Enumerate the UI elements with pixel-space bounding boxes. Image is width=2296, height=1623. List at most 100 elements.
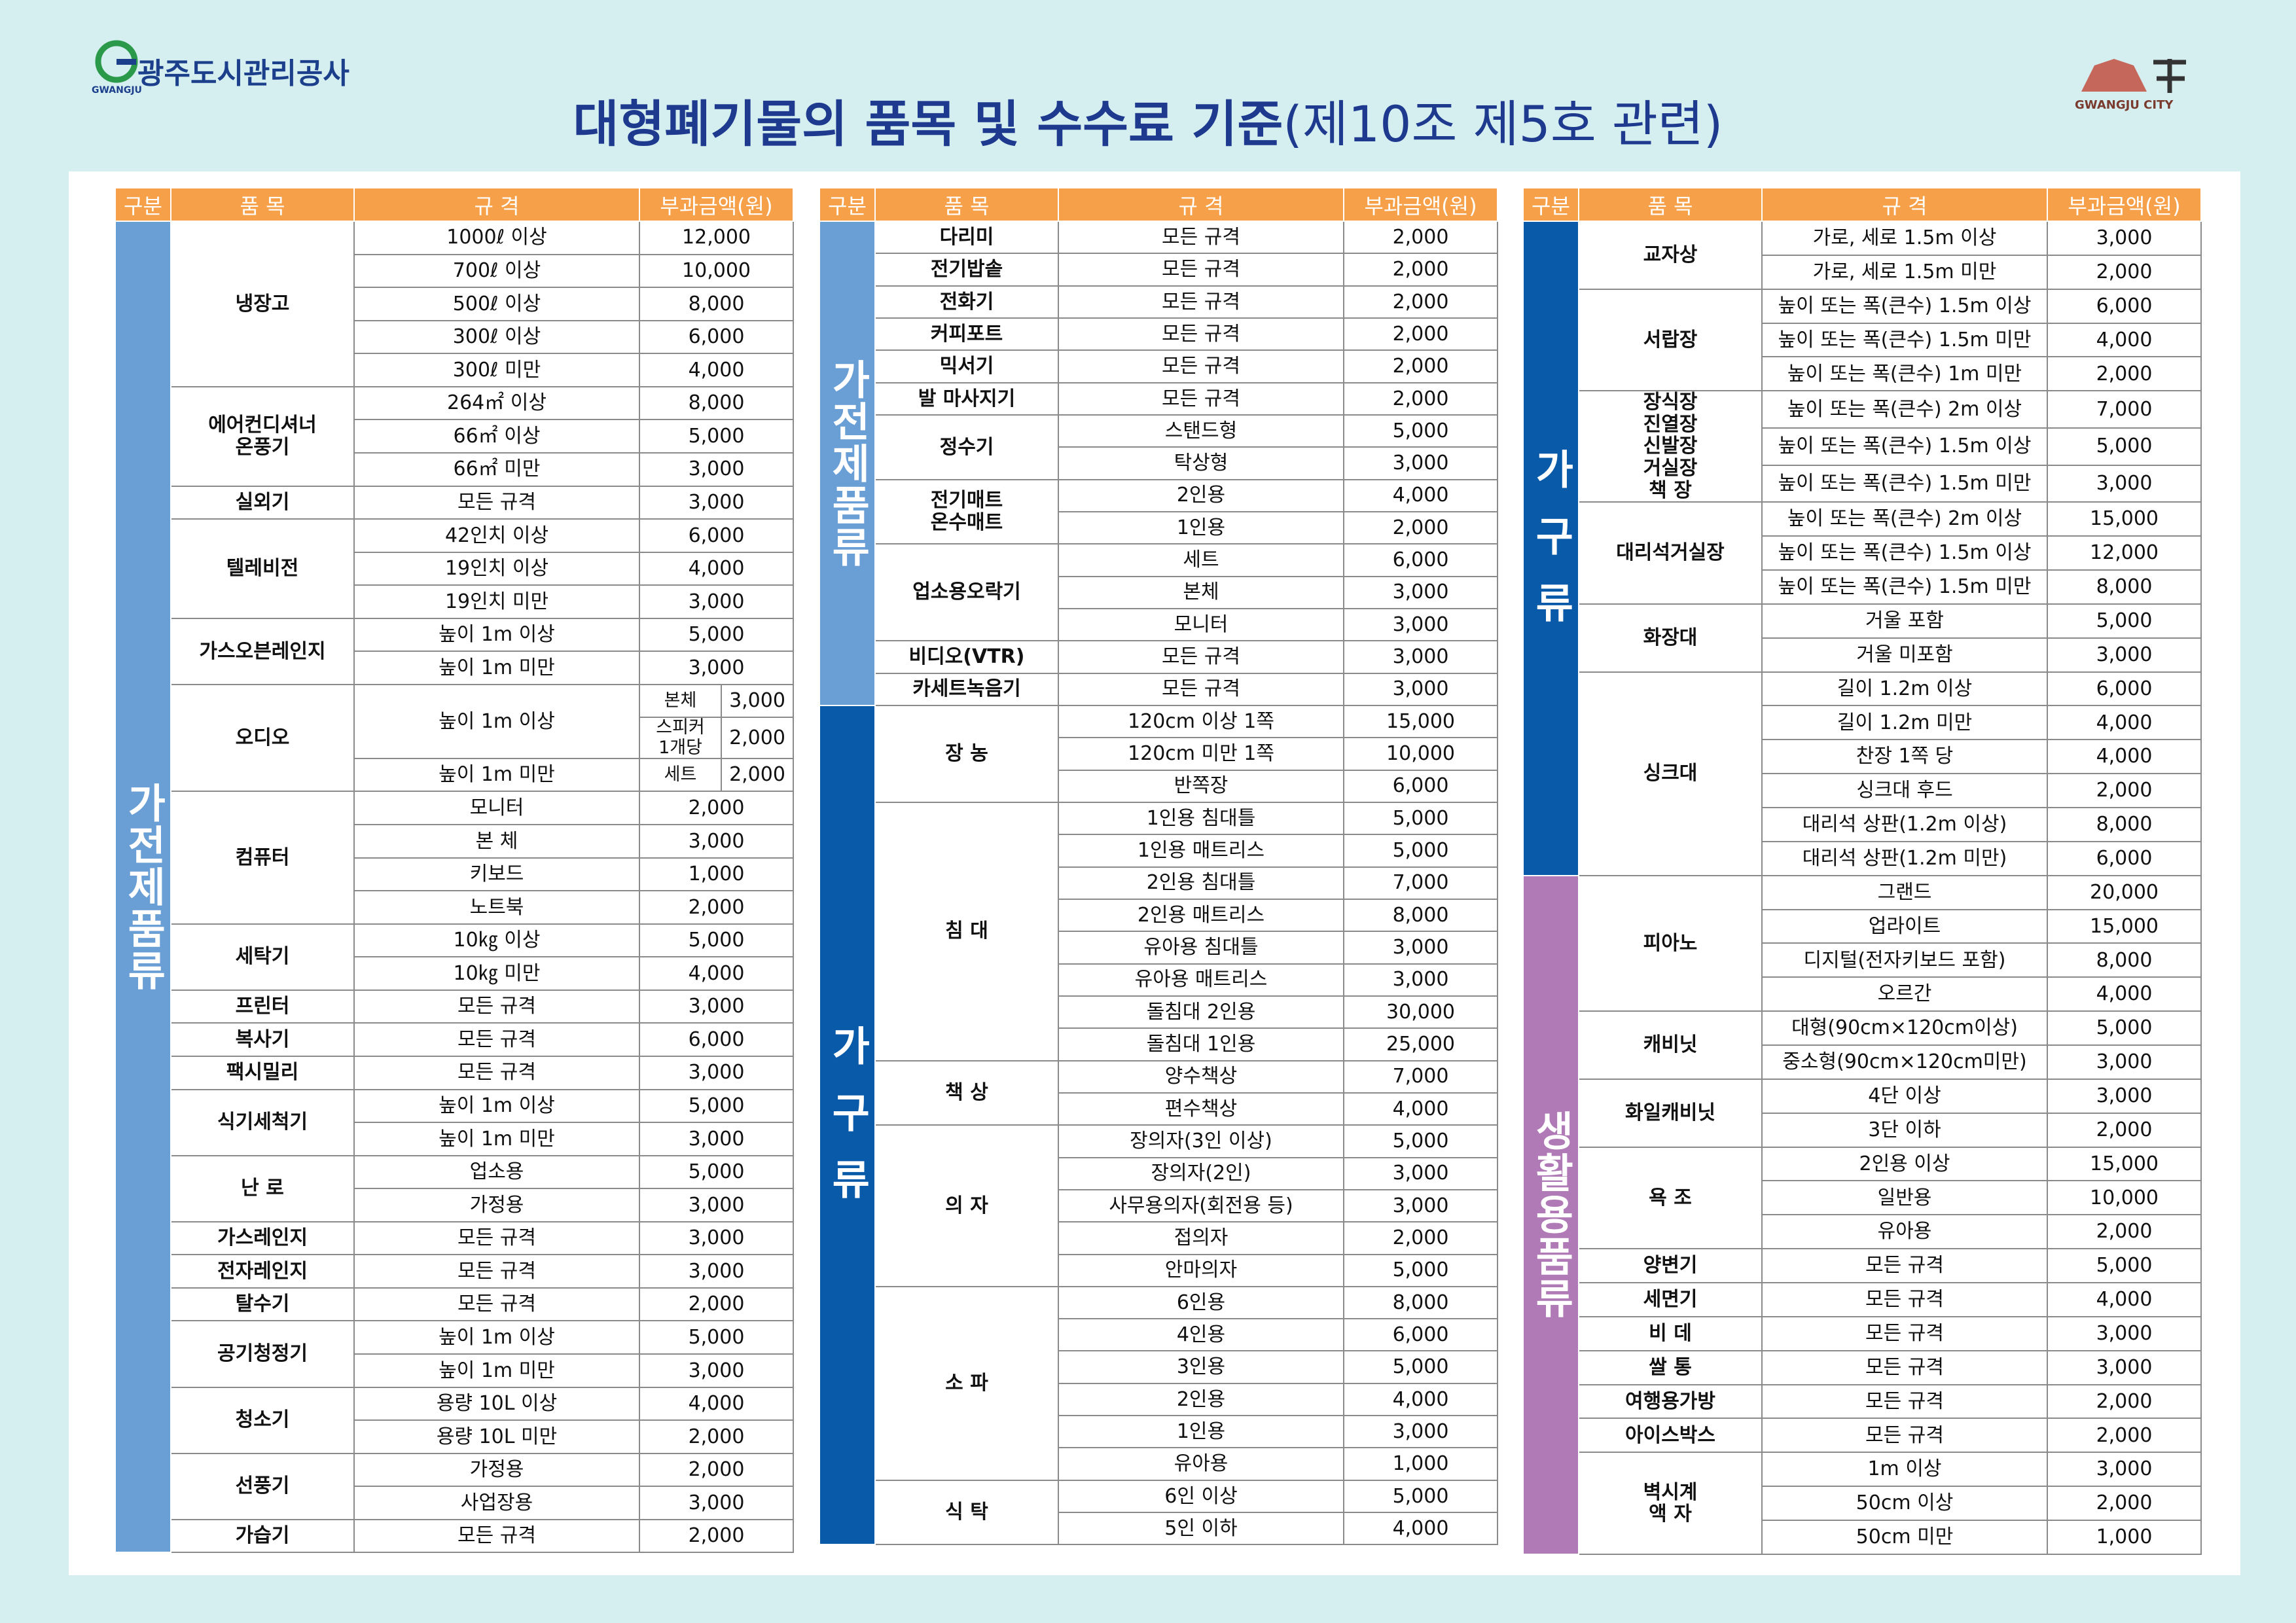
table-row: 66㎡ 미만 3,000 [115, 452, 795, 487]
item-name: 교자상 [1578, 221, 1763, 290]
spec: 높이 1m 미만 [353, 757, 640, 793]
spec: 장의자(3인 이상) [1058, 1124, 1344, 1158]
fee: 5,000 [2046, 427, 2202, 466]
table-row: 높이 또는 폭(큰수) 1.5m 이상 12,000 [1523, 535, 2202, 571]
spec: 모든 규격 [1058, 349, 1344, 383]
item-name: 책 상 [874, 1060, 1059, 1126]
table-row: 가습기 모든 규격 2,000 [115, 1518, 795, 1554]
table-row: 난 로 업소용 5,000 [115, 1154, 795, 1222]
table-row: 가스레인지 모든 규격 3,000 [115, 1221, 795, 1256]
fee: 4,000 [2046, 739, 2202, 775]
fee: 8,000 [2046, 569, 2202, 605]
item-name: 발 마사지기 [874, 382, 1059, 416]
fee: 3,000 [1342, 640, 1499, 674]
table-row: 키보드 1,000 [115, 857, 795, 892]
spec: 50cm 미만 [1761, 1520, 2048, 1555]
fee: 6,000 [638, 1022, 795, 1057]
fee: 5,000 [638, 617, 795, 652]
fee: 5,000 [1342, 1479, 1499, 1514]
spec: 높이 또는 폭(큰수) 1.5m 미만 [1761, 569, 2048, 605]
table-row: 본 체 3,000 [115, 824, 795, 859]
item-name: 난 로 [170, 1154, 355, 1222]
table-row: 안마의자 5,000 [819, 1253, 1499, 1287]
fee: 5,000 [638, 923, 795, 958]
fee: 2,000 [638, 1419, 795, 1454]
spec: 모든 규격 [1058, 220, 1344, 255]
city-name: GWANGJU CITY [2075, 98, 2174, 112]
spec: 300ℓ 이상 [353, 319, 640, 355]
spec: 유아용 [1058, 1447, 1344, 1481]
fee: 5,000 [1342, 1350, 1499, 1384]
spec: 세트 [1058, 543, 1344, 577]
fee: 3,000 [1342, 931, 1499, 965]
fee: 4,000 [2046, 976, 2202, 1012]
table-row: 높이 1m 미만 세트 2,000 [115, 757, 795, 793]
spec: 대리석 상판(1.2m 미만) [1761, 840, 2048, 876]
table-row: 공기청정기 높이 1m 이상 5,000 [115, 1320, 795, 1388]
fee: 2,000 [2046, 1486, 2202, 1522]
spec: 모든 규격 [353, 1287, 640, 1322]
spec: 유아용 매트리스 [1058, 963, 1344, 997]
fee: 2,000 [638, 890, 795, 925]
table-row: 50cm 이상 2,000 [1523, 1486, 2202, 1522]
fee: 3,000 [638, 485, 795, 520]
title-main: 대형폐기물의 품목 및 수수료 기준 [573, 95, 1283, 153]
spec: 가정용 [353, 1452, 640, 1488]
item-name: 업소용오락기 [874, 543, 1059, 642]
table-row: 2인용 침대틀 7,000 [819, 866, 1499, 900]
fee: 8,000 [2046, 807, 2202, 842]
category-label: 가전제품류 [119, 782, 168, 992]
table-row: 300ℓ 미만 4,000 [115, 353, 795, 387]
table-row: 거울 미포함 3,000 [1523, 637, 2202, 673]
fee: 1,000 [1342, 1447, 1499, 1481]
table-row: 생활용품류 피아노 그랜드 20,000 [1522, 874, 2202, 1555]
item-name: 비 데 [1578, 1315, 1763, 1351]
table-row: 의 자 장의자(3인 이상) 5,000 [819, 1124, 1499, 1287]
table-row: 4인용 6,000 [819, 1318, 1499, 1352]
fee: 3,000 [2046, 464, 2202, 503]
table-row: 식기세척기 높이 1m 이상 5,000 [115, 1088, 795, 1156]
table-row: 팩시밀리 모든 규격 3,000 [115, 1055, 795, 1090]
table-row: 유아용 침대틀 3,000 [819, 931, 1499, 965]
spec: 1m 이상 [1761, 1452, 2048, 1488]
spec: 2인용 [1058, 1382, 1344, 1417]
table-row: 욕 조 2인용 이상 15,000 [1523, 1146, 2202, 1250]
table-row: 에어컨디셔너 온풍기 264㎡ 이상 8,000 [115, 385, 795, 487]
org-name-en: GWANGJU [92, 85, 142, 96]
item-name: 전화기 [874, 285, 1059, 319]
item-name: 쌀 통 [1578, 1349, 1763, 1385]
item-name: 컴퓨터 [170, 791, 355, 925]
spec: 2인용 침대틀 [1058, 866, 1344, 900]
spec: 유아용 [1761, 1214, 2048, 1250]
fee: 8,000 [1342, 898, 1499, 933]
item-name: 서랍장 [1578, 288, 1763, 392]
table-row: 세면기 모든 규격 4,000 [1523, 1282, 2202, 1317]
fee: 3,000 [1342, 672, 1499, 706]
fee: 2,000 [1342, 220, 1499, 255]
item-name: 전기밥솥 [874, 253, 1059, 287]
item-name: 침 대 [874, 801, 1059, 1061]
fee: 3,000 [638, 452, 795, 487]
item-name: 대리석거실장 [1578, 501, 1763, 605]
spec: 50cm 이상 [1761, 1486, 2048, 1522]
spec: 2인용 매트리스 [1058, 898, 1344, 933]
org-name: 광주도시관리공사 [137, 57, 350, 90]
table-row: 커피포트 모든 규격 2,000 [819, 317, 1499, 351]
fee: 15,000 [2046, 908, 2202, 944]
table-row: 일반용 10,000 [1523, 1180, 2202, 1216]
table-row: 가스오븐레인지 높이 1m 이상 5,000 [115, 617, 795, 685]
table-row: 대리석거실장 높이 또는 폭(큰수) 2m 이상 15,000 [1523, 501, 2202, 605]
spec: 19인치 이상 [353, 551, 640, 586]
spec: 높이 1m 미만 [353, 651, 640, 685]
category-cell: 가구류 [819, 704, 876, 1546]
fee: 4,000 [1342, 1512, 1499, 1546]
spec: 대형(90cm×120cm이상) [1761, 1010, 2048, 1046]
table-row: 비 데 모든 규격 3,000 [1523, 1315, 2202, 1351]
spec: 1인용 [1058, 510, 1344, 545]
table-row: 장식장 진열장 신발장 거실장 책 장 높이 또는 폭(큰수) 2m 이상 7,00… [1523, 390, 2202, 503]
city-logo-glyph [2153, 59, 2186, 93]
spec: 높이 1m 이상 [353, 617, 640, 652]
fee: 3,000 [2046, 221, 2202, 256]
